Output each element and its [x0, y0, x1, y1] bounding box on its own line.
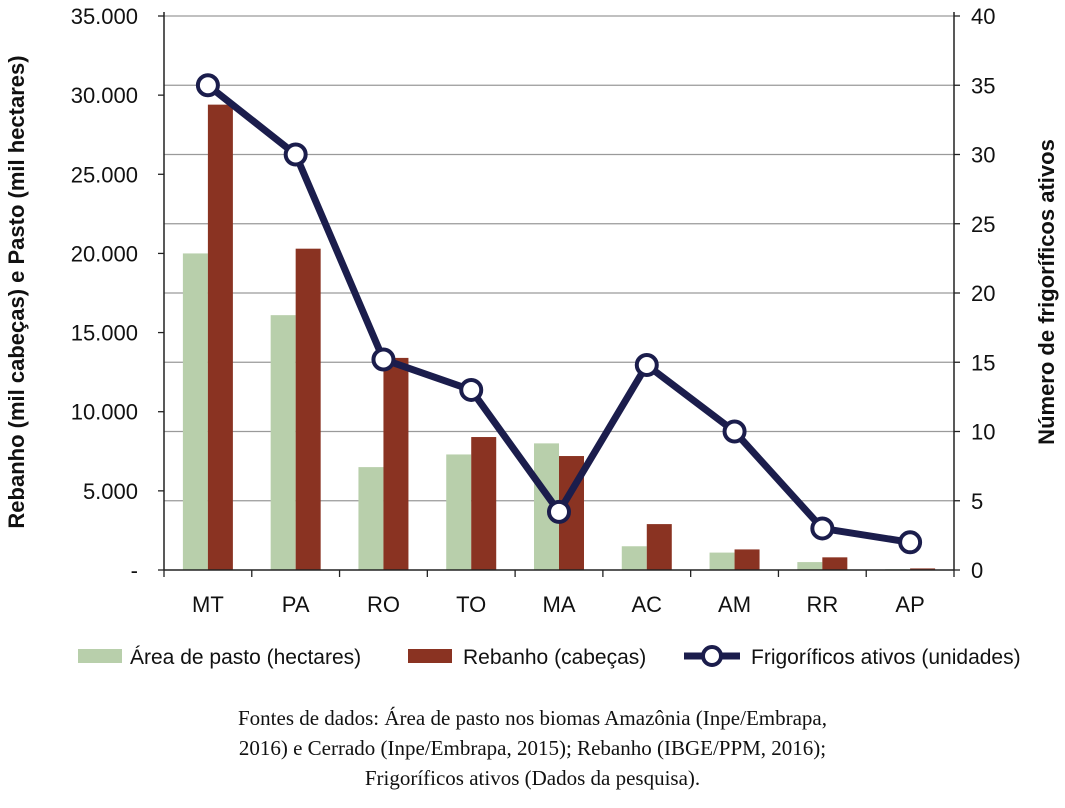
bar-pasto [446, 454, 472, 570]
frigorificos-line [195, 73, 923, 555]
bar-pasto [797, 562, 823, 570]
x-tick-label: RO [367, 592, 400, 617]
left-tick-label: 35.000 [71, 4, 138, 29]
right-tick-label: 5 [971, 489, 983, 514]
x-tick-label: MA [543, 592, 576, 617]
left-tick-label: 20.000 [71, 241, 138, 266]
legend-label-pasto: Área de pasto (hectares) [130, 646, 361, 669]
bar-rebanho [822, 557, 848, 570]
right-tick-label: 35 [971, 73, 995, 98]
source-note: Fontes de dados: Área de pasto nos bioma… [0, 703, 1065, 793]
legend-swatch-rebanho [408, 649, 452, 663]
frigorificos-point [371, 347, 396, 372]
right-axis-title: Número de frigoríficos ativos [1034, 139, 1059, 445]
frigorificos-point [810, 516, 835, 541]
left-tick-label: 5.000 [83, 479, 138, 504]
left-tick-label: 30.000 [71, 83, 138, 108]
bar-rebanho [383, 357, 409, 570]
frigorificos-point [547, 499, 571, 524]
right-tick-label: 10 [971, 420, 995, 445]
source-line: Frigoríficos ativos (Dados da pesquisa). [364, 766, 701, 790]
chart: - 5.000 10.000 15.000 20.000 25.000 30.000 35.0… [4, 4, 1059, 669]
left-axis-title: Rebanho (mil cabeças) e Pasto (mil hecta… [4, 55, 29, 528]
left-tick-label: 10.000 [71, 400, 138, 425]
bar-pasto [709, 552, 735, 570]
right-tick-label: 20 [971, 281, 995, 306]
x-tick-label: AM [718, 592, 751, 617]
bar-pasto [358, 467, 384, 570]
left-tick-label: 15.000 [71, 321, 138, 346]
source-line: Fontes de dados: Área de pasto nos bioma… [237, 706, 827, 730]
bar-rebanho [207, 104, 233, 570]
legend-label-frigorificos: Frigoríficos ativos (unidades) [751, 646, 1021, 669]
frigorificos-point [459, 377, 484, 402]
right-tick-label: 15 [971, 350, 995, 375]
right-tick-label: 40 [971, 4, 995, 29]
bar-pasto [621, 546, 647, 570]
frigorificos-point [634, 353, 659, 378]
x-tick-label: RR [806, 592, 838, 617]
bar-rebanho [734, 549, 760, 570]
bar-rebanho [471, 437, 497, 570]
frigorificos-point [195, 73, 220, 98]
frigorificos-point [898, 530, 923, 555]
frigorificos-point [722, 419, 747, 444]
legend-label-rebanho: Rebanho (cabeças) [463, 646, 646, 669]
right-tick-label: 25 [971, 212, 995, 237]
x-tick-label: PA [282, 592, 310, 617]
bars [182, 104, 936, 570]
bar-pasto [182, 253, 208, 570]
x-tick-label: AC [631, 592, 662, 617]
bar-rebanho [295, 248, 321, 570]
frigorificos-point [283, 142, 308, 167]
bar-pasto [270, 315, 296, 570]
left-tick-label: - [131, 558, 138, 583]
source-line: 2016) e Cerrado (Inpe/Embrapa, 2015); Re… [238, 736, 827, 760]
x-tick-label: TO [456, 592, 486, 617]
bar-rebanho [910, 568, 936, 570]
legend: Área de pasto (hectares) Rebanho (cabeça… [78, 645, 1021, 669]
bar-rebanho [646, 524, 672, 570]
tick-labels: - 5.000 10.000 15.000 20.000 25.000 30.000 35.0… [71, 4, 996, 617]
legend-swatch-pasto [78, 649, 122, 663]
legend-swatch-marker [701, 645, 723, 667]
right-tick-label: 30 [971, 143, 995, 168]
left-tick-label: 25.000 [71, 162, 138, 187]
x-tick-label: MT [192, 592, 224, 617]
axes [158, 12, 960, 577]
right-tick-label: 0 [971, 558, 983, 583]
x-tick-label: AP [895, 592, 924, 617]
